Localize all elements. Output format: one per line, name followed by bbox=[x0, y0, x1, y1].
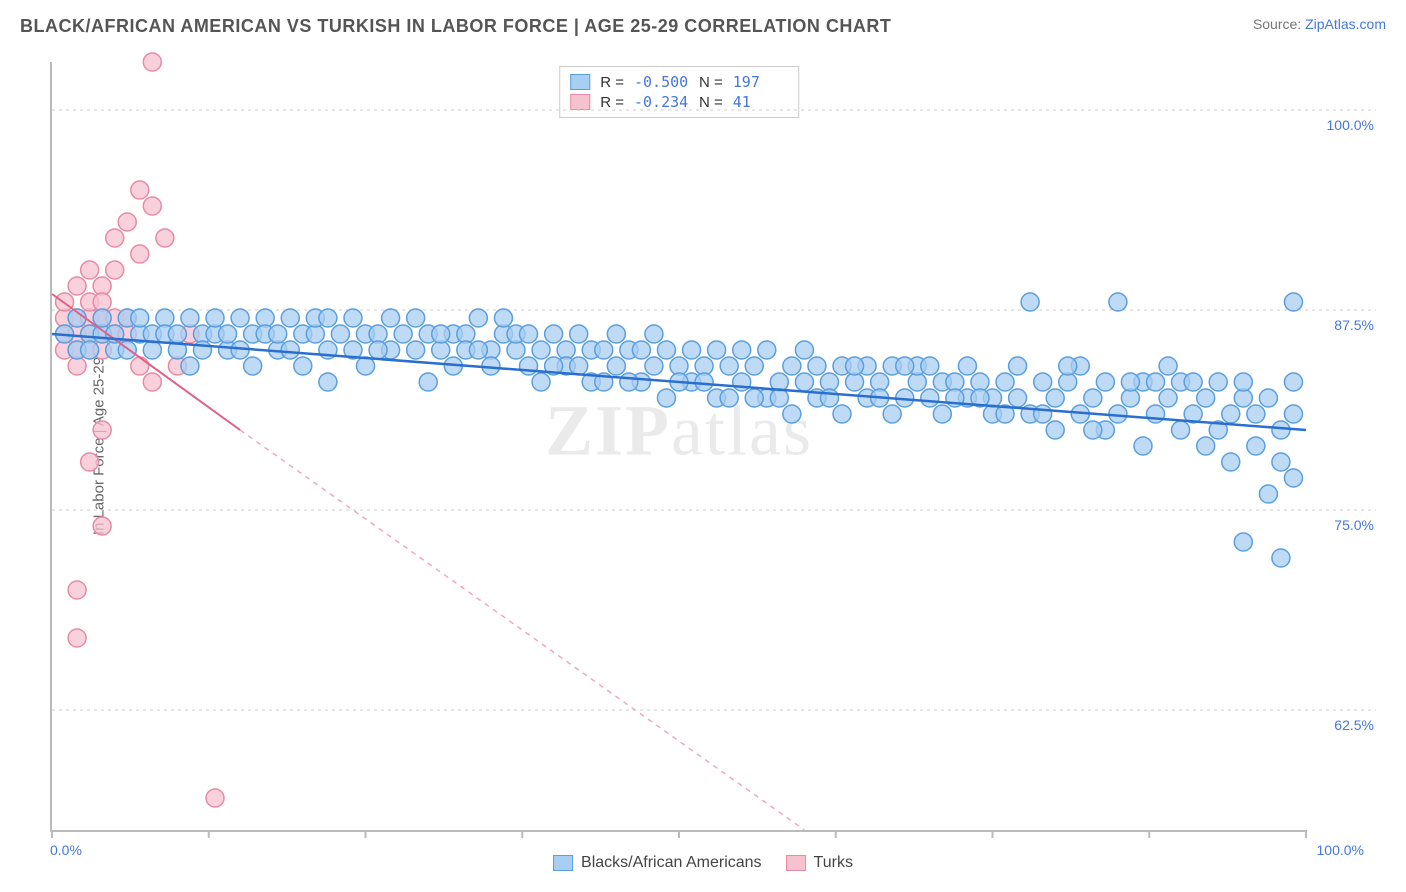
chart-title: BLACK/AFRICAN AMERICAN VS TURKISH IN LAB… bbox=[20, 16, 891, 37]
svg-text:62.5%: 62.5% bbox=[1334, 717, 1374, 733]
series-legend: Blacks/African Americans Turks bbox=[553, 854, 853, 872]
plot-area: ZIPatlas R = -0.500 N = 197 R = -0.234 N… bbox=[50, 62, 1306, 832]
x-axis-max-label: 100.0% bbox=[1317, 842, 1364, 858]
chart-container: BLACK/AFRICAN AMERICAN VS TURKISH IN LAB… bbox=[0, 0, 1406, 892]
scatter-svg: 62.5%75.0%87.5%100.0% bbox=[52, 62, 1306, 830]
svg-text:100.0%: 100.0% bbox=[1327, 117, 1374, 133]
svg-text:75.0%: 75.0% bbox=[1334, 517, 1374, 533]
legend-item: Blacks/African Americans bbox=[553, 854, 762, 872]
source-prefix: Source: bbox=[1253, 16, 1305, 32]
header: BLACK/AFRICAN AMERICAN VS TURKISH IN LAB… bbox=[20, 16, 1386, 37]
legend-item: Turks bbox=[786, 854, 853, 872]
legend-label: Blacks/African Americans bbox=[581, 854, 762, 872]
legend-swatch bbox=[786, 855, 806, 871]
svg-text:87.5%: 87.5% bbox=[1334, 317, 1374, 333]
source-attribution: Source: ZipAtlas.com bbox=[1253, 16, 1386, 32]
x-axis-min-label: 0.0% bbox=[50, 842, 82, 858]
source-link[interactable]: ZipAtlas.com bbox=[1305, 16, 1386, 32]
legend-swatch bbox=[553, 855, 573, 871]
legend-label: Turks bbox=[814, 854, 853, 872]
